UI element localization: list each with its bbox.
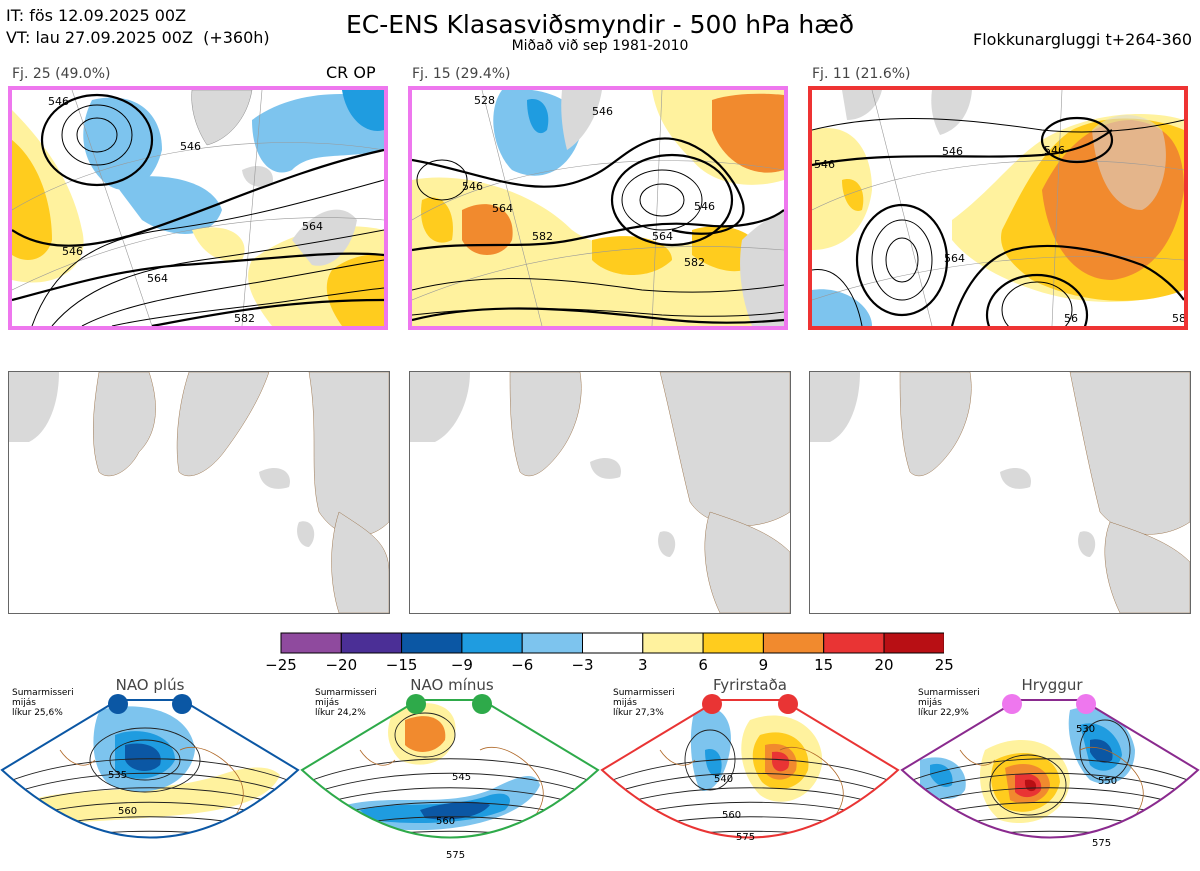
colorbar-tick-label: 25 — [934, 656, 954, 674]
cluster-2-label: Fj. 15 (29.4%) — [412, 66, 511, 82]
cluster-3-label: Fj. 11 (21.6%) — [812, 66, 911, 82]
regime-4-contour-label: 575 — [1092, 838, 1111, 849]
colorbar-swatch — [521, 632, 583, 654]
regime-4-contour-label: 550 — [1098, 776, 1117, 787]
regime-3-map: 540 560 575 — [600, 694, 900, 843]
colorbar-swatch — [642, 632, 704, 654]
regime-1-info: Sumarmisseri mijás líkur 25,6% — [12, 688, 74, 718]
regime-1-contour-label: 560 — [118, 806, 137, 817]
colorbar-tick-label: 15 — [814, 656, 834, 674]
colorbar-tick-label: 6 — [698, 656, 708, 674]
regime-3-contour-label: 575 — [736, 832, 755, 843]
header-run-info: IT: fös 12.09.2025 00Z VT: lau 27.09.202… — [6, 5, 270, 49]
regime-2-dot — [472, 694, 492, 714]
cluster-2-map: 528 546 546 564 582 546 564 582 — [408, 86, 788, 330]
colorbar-tick-label: −3 — [571, 656, 594, 674]
colorbar-tick-label: −15 — [385, 656, 418, 674]
cluster-1-contour-label: 546 — [62, 245, 83, 258]
colorbar-swatch — [582, 632, 644, 654]
regime-1-contour-label: 535 — [108, 770, 127, 781]
colorbar-swatch — [340, 632, 403, 654]
colorbar-swatch — [823, 632, 885, 654]
colorbar-swatch — [280, 632, 342, 654]
cluster-2-contour-label: 546 — [592, 105, 613, 118]
cluster-window: Flokkunargluggi t+264-360 — [973, 30, 1192, 49]
valid-time: VT: lau 27.09.2025 00Z (+360h) — [6, 28, 270, 47]
cluster-1-contour-label: 546 — [180, 140, 201, 153]
regime-3-dot — [778, 694, 798, 714]
cluster-1-label: Fj. 25 (49.0%) — [12, 66, 111, 82]
colorbar-swatch — [461, 632, 523, 654]
regime-3-contour-label: 540 — [714, 774, 733, 785]
cluster-2-contour-label: 546 — [694, 200, 715, 213]
blank-map-3 — [809, 371, 1191, 614]
cluster-3-map: 546 546 564 546 56 582 — [808, 86, 1188, 330]
colorbar-tick-label: −25 — [265, 656, 297, 674]
colorbar-swatch — [762, 632, 825, 654]
regime-3-info: Sumarmisseri mijás líkur 27,3% — [613, 688, 675, 718]
page-title: EC-ENS Klasasviðsmyndir - 500 hPa hæð — [345, 10, 855, 39]
regime-1-dot — [172, 694, 192, 714]
colorbar-tick-label: −20 — [325, 656, 358, 674]
page-subtitle: Miðað við sep 1981-2010 — [511, 38, 689, 54]
cluster-2-contour-label: 564 — [492, 202, 513, 215]
cluster-2-contour-label: 582 — [532, 230, 553, 243]
regime-4-info: Sumarmisseri mijás líkur 22,9% — [918, 688, 980, 718]
regime-1-dot — [108, 694, 128, 714]
regime-4-contour-label: 530 — [1076, 724, 1095, 735]
cluster-1-contour-label: 546 — [48, 95, 69, 108]
colorbar — [280, 632, 945, 658]
cluster-2-contour-label: 528 — [474, 94, 495, 107]
regime-3-dot — [702, 694, 722, 714]
colorbar-swatch — [883, 632, 945, 654]
colorbar-tick-label: 20 — [874, 656, 894, 674]
cluster-2-contour-label: 546 — [462, 180, 483, 193]
cluster-3-contour-label: 546 — [814, 158, 835, 171]
colorbar-tick-label: 9 — [758, 656, 769, 674]
cluster-1-contour-label: 564 — [302, 220, 323, 233]
colorbar-tick-label: −6 — [511, 656, 534, 674]
cluster-3-contour-label: 546 — [1044, 144, 1065, 157]
colorbar-swatch — [702, 632, 764, 654]
colorbar-swatch — [401, 632, 463, 654]
regime-2-contour-label: 560 — [436, 816, 455, 827]
cluster-1-map: 546 546 564 546 564 582 — [8, 86, 388, 330]
cluster-3-contour-label: 564 — [944, 252, 965, 265]
cluster-1-tag: CR OP — [326, 63, 376, 82]
regime-2-name: NAO mínus — [410, 676, 494, 694]
regime-1-name: NAO plús — [115, 676, 185, 694]
cluster-2-contour-label: 582 — [684, 256, 705, 269]
regime-4-name: Hryggur — [1021, 676, 1083, 694]
colorbar-swatches — [280, 632, 945, 654]
regime-2-contour-label: 575 — [446, 850, 465, 861]
cluster-3-contour-label: 56 — [1064, 312, 1078, 325]
regime-2-info: Sumarmisseri mijás líkur 24,2% — [315, 688, 377, 718]
regime-3-name: Fyrirstaða — [713, 676, 787, 694]
cluster-1-contour-label: 582 — [234, 312, 255, 325]
regime-4-map: 530 550 575 — [900, 694, 1200, 849]
cluster-1-contour-label: 564 — [147, 272, 168, 285]
regime-2-contour-label: 545 — [452, 772, 471, 783]
regime-1-map: 535 560 — [0, 694, 300, 839]
colorbar-tick-label: −9 — [450, 656, 473, 674]
regime-4-dot — [1076, 694, 1096, 714]
regime-2-map: 545 560 575 — [300, 694, 600, 861]
blank-map-1 — [8, 371, 390, 614]
cluster-3-contour-label: 582 — [1172, 312, 1184, 325]
blank-map-2 — [409, 371, 791, 614]
colorbar-tick-label: 3 — [638, 656, 648, 674]
cluster-2-contour-label: 564 — [652, 230, 673, 243]
regime-3-contour-label: 560 — [722, 810, 741, 821]
init-time: IT: fös 12.09.2025 00Z — [6, 6, 187, 25]
regime-2-dot — [406, 694, 426, 714]
regime-4-dot — [1002, 694, 1022, 714]
cluster-3-contour-label: 546 — [942, 145, 963, 158]
